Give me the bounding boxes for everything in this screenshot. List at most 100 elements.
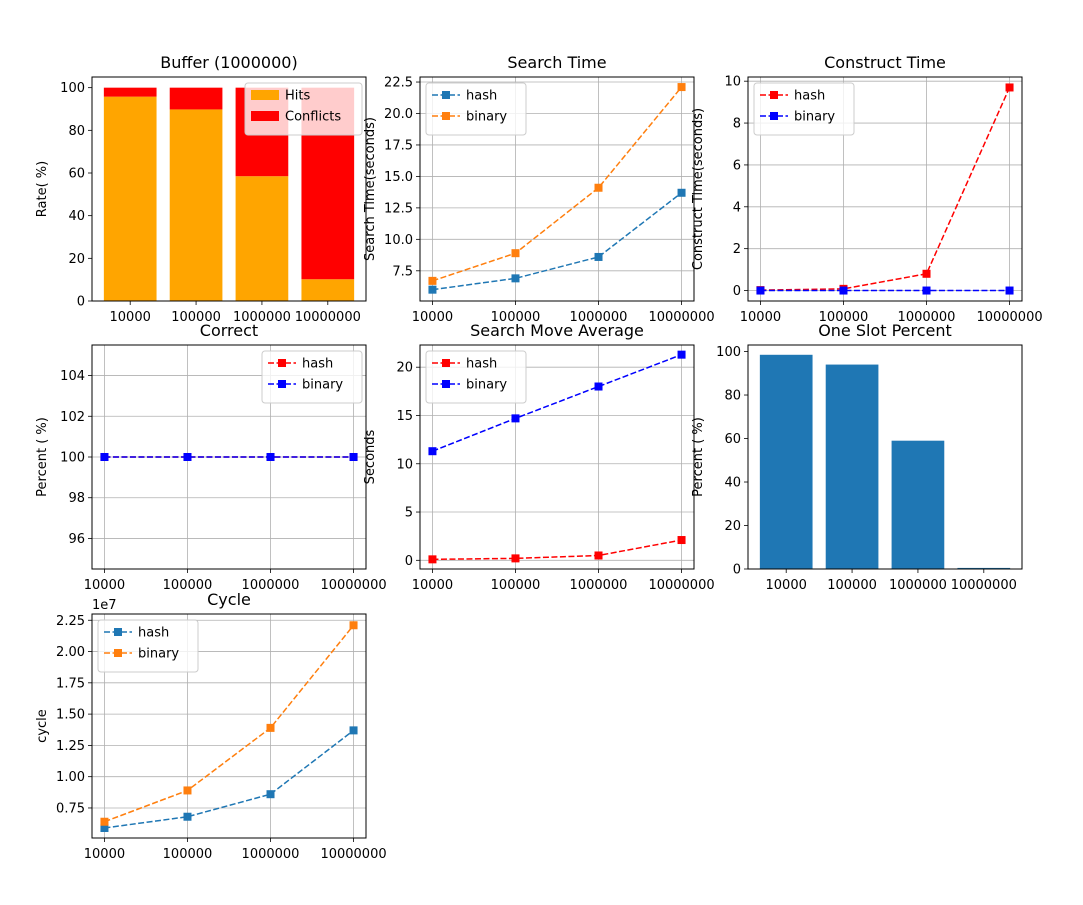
y-tick-label: 15.0 (384, 170, 413, 185)
point-hash-1000000 (922, 269, 931, 278)
x-tick-label: 10000 (740, 310, 781, 325)
y-tick-label: 2 (733, 242, 741, 257)
x-tick-label: 10000000 (951, 578, 1017, 593)
legend-label-hash: hash (794, 89, 825, 104)
axes-frame (419, 344, 695, 570)
bar-hits-10000 (103, 96, 157, 301)
x-tick-label: 100000 (827, 578, 877, 593)
legend-frame (261, 350, 363, 404)
y-tick-label: 1.50 (56, 708, 85, 723)
y-tick-label: 7.5 (392, 264, 413, 279)
y-tick-label: 20 (396, 361, 413, 376)
legend-label-hash: hash (302, 357, 333, 372)
chart-3: 10000 100000 1000000 10000000 0 2 4 6 8 10 Constru… (691, 53, 1043, 325)
series-line-hash (432, 539, 682, 561)
point-hash-1000000 (594, 252, 603, 261)
point-binary-10000000 (677, 83, 686, 92)
y-tick-label: 40 (68, 209, 85, 224)
y-tick-label: 8 (733, 117, 741, 132)
y-tick-label: 2.00 (56, 645, 85, 660)
x-tick-label: 1000000 (898, 310, 956, 325)
point-binary-100000 (511, 414, 520, 423)
point-binary-1000000 (594, 183, 603, 192)
series-line-binary (432, 86, 683, 282)
x-tick-label: 10000000 (648, 310, 714, 325)
y-tick-label: 12.5 (384, 201, 413, 216)
bar-hits-100000 (169, 109, 223, 301)
chart-title: Search Move Average (470, 321, 644, 340)
y-tick-label: 15 (396, 409, 413, 424)
point-binary-10000000 (1005, 286, 1014, 295)
point-binary-10000 (100, 817, 109, 826)
axes-frame (91, 76, 367, 302)
y-axis-label: Construct Time(seconds) (691, 108, 706, 270)
y-tick-label: 0.75 (56, 801, 85, 816)
legend-label-hits: Hits (285, 89, 310, 104)
y-axis-label: Seconds (363, 429, 378, 484)
x-tick-label: 100000 (491, 578, 541, 593)
y-tick-label: 10.0 (384, 233, 413, 248)
point-binary-10000 (100, 453, 109, 461)
y-axis-label: Rate( %) (35, 161, 50, 217)
series-line-binary (432, 353, 682, 452)
series-line-hash (432, 192, 683, 291)
legend-label-binary: binary (302, 378, 343, 393)
y-tick-label: 20 (68, 252, 85, 267)
point-binary-100000 (839, 286, 848, 295)
series-line-hash (104, 729, 355, 829)
point-hash-10000 (100, 823, 109, 832)
chart-2: 10000 100000 1000000 10000000 7.5 10.0 12.5 15.… (363, 53, 715, 325)
legend-marker-hash (114, 628, 122, 636)
legend-marker-binary (770, 112, 778, 120)
point-hash-100000 (183, 812, 192, 821)
x-tick-label: 100000 (819, 310, 869, 325)
y-tick-label: 6 (733, 158, 741, 173)
point-binary-100000 (183, 786, 192, 795)
chart-title: Cycle (207, 590, 251, 609)
bar-hits-10000000 (301, 279, 355, 301)
y-offset-label: 1e7 (92, 598, 117, 613)
point-binary-100000 (511, 249, 520, 258)
legend: hash binary (97, 619, 199, 673)
point-binary-1000000 (266, 723, 275, 732)
y-tick-label: 1.75 (56, 676, 85, 691)
y-tick-label: 2.25 (56, 614, 85, 629)
x-tick-label: 10000000 (648, 578, 714, 593)
point-hash-10000000 (677, 188, 686, 197)
legend-marker-hash (278, 359, 286, 367)
legend-marker-hash (442, 91, 450, 99)
y-tick-label: 10 (724, 75, 741, 90)
legend-swatch-conflicts (251, 111, 279, 121)
point-hash-10000000 (677, 536, 686, 545)
x-tick-label: 10000000 (976, 310, 1042, 325)
legend-marker-hash (770, 91, 778, 99)
y-tick-label: 80 (724, 389, 741, 404)
legend-marker-binary (114, 649, 122, 657)
x-tick-label: 1000000 (570, 310, 628, 325)
y-tick-label: 1.00 (56, 770, 85, 785)
axes-frame (747, 76, 1023, 302)
chart-title: Search Time (507, 53, 606, 72)
x-tick-label: 10000 (412, 578, 453, 593)
chart-title: Buffer (1000000) (160, 53, 297, 72)
legend-marker-binary (442, 380, 450, 388)
x-tick-label: 10000 (84, 847, 125, 862)
legend-frame (97, 619, 199, 673)
x-tick-label: 1000000 (242, 578, 300, 593)
legend: hash binary (753, 82, 855, 136)
legend-frame (425, 350, 527, 404)
x-tick-label: 1000000 (889, 578, 947, 593)
legend-label-hash: hash (466, 357, 497, 372)
series-line-binary (104, 624, 355, 823)
legend-label-hash: hash (466, 89, 497, 104)
point-hash-1000000 (594, 551, 603, 560)
y-axis-label: cycle (35, 709, 50, 743)
bar-value-100000 (825, 364, 879, 569)
point-binary-10000 (428, 447, 437, 456)
chart-5: 10000 100000 1000000 10000000 0 5 10 15 20 Search… (363, 321, 715, 593)
y-tick-label: 100 (60, 451, 85, 466)
x-tick-label: 1000000 (233, 310, 291, 325)
y-tick-label: 20.0 (384, 107, 413, 122)
y-tick-label: 96 (68, 532, 85, 547)
x-tick-label: 10000 (84, 578, 125, 593)
